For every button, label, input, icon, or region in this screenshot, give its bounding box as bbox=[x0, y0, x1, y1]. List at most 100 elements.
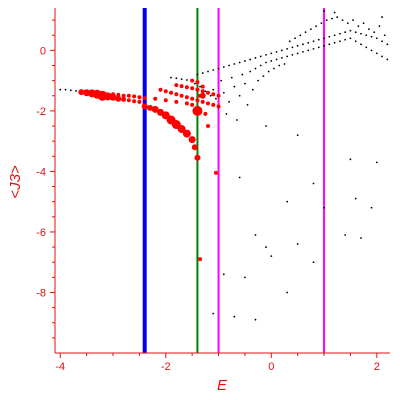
y-tick-label: 0 bbox=[40, 45, 46, 57]
point-1-139 bbox=[244, 276, 246, 279]
point-1-57 bbox=[280, 57, 283, 59]
point-2-48 bbox=[216, 104, 221, 109]
point-2-50 bbox=[179, 84, 184, 89]
point-1-46 bbox=[262, 75, 265, 77]
point-1-72 bbox=[307, 49, 310, 52]
x-tick-label: 2 bbox=[374, 361, 380, 373]
point-1-55 bbox=[278, 64, 281, 67]
point-1-36 bbox=[244, 82, 246, 85]
point-2-8 bbox=[115, 95, 122, 102]
point-1-70 bbox=[304, 31, 307, 34]
point-1-80 bbox=[323, 37, 325, 40]
point-2-23 bbox=[184, 101, 189, 106]
point-2-18 bbox=[137, 95, 142, 100]
point-1-3 bbox=[69, 89, 72, 92]
point-2-64 bbox=[198, 93, 203, 98]
point-1-51 bbox=[270, 60, 273, 62]
point-2-55 bbox=[205, 90, 210, 95]
point-1-7 bbox=[180, 78, 183, 81]
point-1-23 bbox=[222, 66, 225, 68]
point-1-101 bbox=[360, 32, 362, 35]
point-1-118 bbox=[323, 10, 325, 12]
point-1-2 bbox=[64, 88, 67, 91]
point-2-12 bbox=[137, 99, 142, 104]
point-1-76 bbox=[315, 25, 318, 28]
point-1-113 bbox=[381, 40, 383, 43]
point-1-12 bbox=[199, 85, 201, 88]
point-2-14 bbox=[116, 92, 121, 97]
point-1-100 bbox=[357, 25, 360, 28]
point-1-45 bbox=[259, 64, 262, 67]
series-2 bbox=[78, 78, 221, 262]
point-1-4 bbox=[75, 90, 78, 92]
point-1-141 bbox=[212, 312, 215, 315]
point-1-82 bbox=[325, 19, 328, 22]
point-1-26 bbox=[228, 64, 230, 67]
point-2-66 bbox=[198, 257, 203, 262]
point-2-40 bbox=[174, 92, 179, 97]
point-1-103 bbox=[362, 22, 365, 25]
point-2-13 bbox=[111, 92, 116, 97]
point-1-109 bbox=[373, 31, 376, 34]
point-1-94 bbox=[346, 22, 349, 25]
point-2-56 bbox=[211, 92, 216, 97]
point-1-15 bbox=[207, 70, 209, 73]
x-tick-label: -2 bbox=[161, 361, 171, 373]
point-1-122 bbox=[296, 134, 299, 137]
point-1-120 bbox=[381, 16, 383, 18]
x-axis-label: E bbox=[217, 377, 228, 394]
point-2-53 bbox=[195, 87, 200, 92]
point-2-32 bbox=[177, 125, 186, 134]
point-1-117 bbox=[386, 58, 389, 61]
point-1-58 bbox=[283, 63, 286, 65]
point-1-87 bbox=[333, 41, 336, 44]
point-1-110 bbox=[375, 37, 378, 40]
point-2-27 bbox=[151, 105, 159, 113]
point-1-107 bbox=[370, 35, 373, 38]
point-2-33 bbox=[182, 129, 191, 138]
point-2-16 bbox=[126, 93, 131, 98]
point-1-91 bbox=[341, 19, 344, 22]
point-1-81 bbox=[323, 44, 325, 47]
point-2-47 bbox=[211, 102, 216, 107]
point-2-63 bbox=[192, 105, 203, 116]
point-1-61 bbox=[288, 40, 291, 43]
point-1-48 bbox=[265, 61, 267, 64]
point-1-42 bbox=[254, 67, 257, 70]
point-1-83 bbox=[328, 35, 331, 38]
point-2-67 bbox=[213, 170, 218, 175]
point-1-62 bbox=[291, 46, 294, 49]
point-2-44 bbox=[195, 98, 200, 103]
point-1-28 bbox=[230, 76, 233, 79]
point-1-14 bbox=[204, 90, 207, 93]
point-1-1 bbox=[59, 88, 62, 91]
point-1-37 bbox=[246, 103, 249, 106]
point-2-38 bbox=[163, 89, 168, 94]
point-1-79 bbox=[320, 22, 323, 25]
point-1-10 bbox=[193, 82, 196, 85]
point-1-65 bbox=[296, 44, 299, 47]
point-2-20 bbox=[153, 96, 158, 101]
y-tick-label: -4 bbox=[36, 166, 46, 178]
point-1-96 bbox=[349, 37, 352, 40]
point-1-27 bbox=[228, 100, 230, 103]
point-1-41 bbox=[254, 57, 257, 59]
point-1-98 bbox=[354, 31, 357, 34]
point-2-54 bbox=[200, 89, 205, 94]
series-layer bbox=[59, 10, 389, 321]
point-2-36 bbox=[194, 154, 201, 161]
point-2-17 bbox=[132, 94, 137, 99]
point-2-25 bbox=[141, 103, 148, 110]
point-1-137 bbox=[312, 261, 315, 264]
point-1-22 bbox=[220, 79, 223, 82]
point-1-116 bbox=[386, 43, 389, 46]
point-2-11 bbox=[132, 99, 137, 104]
y-tick-label: -6 bbox=[36, 227, 46, 239]
x-tick-label: 0 bbox=[268, 361, 274, 373]
point-2-52 bbox=[190, 86, 195, 91]
point-1-131 bbox=[254, 234, 257, 236]
point-1-63 bbox=[291, 54, 294, 56]
point-1-138 bbox=[222, 273, 225, 276]
point-1-84 bbox=[328, 43, 331, 46]
point-1-64 bbox=[294, 37, 296, 40]
